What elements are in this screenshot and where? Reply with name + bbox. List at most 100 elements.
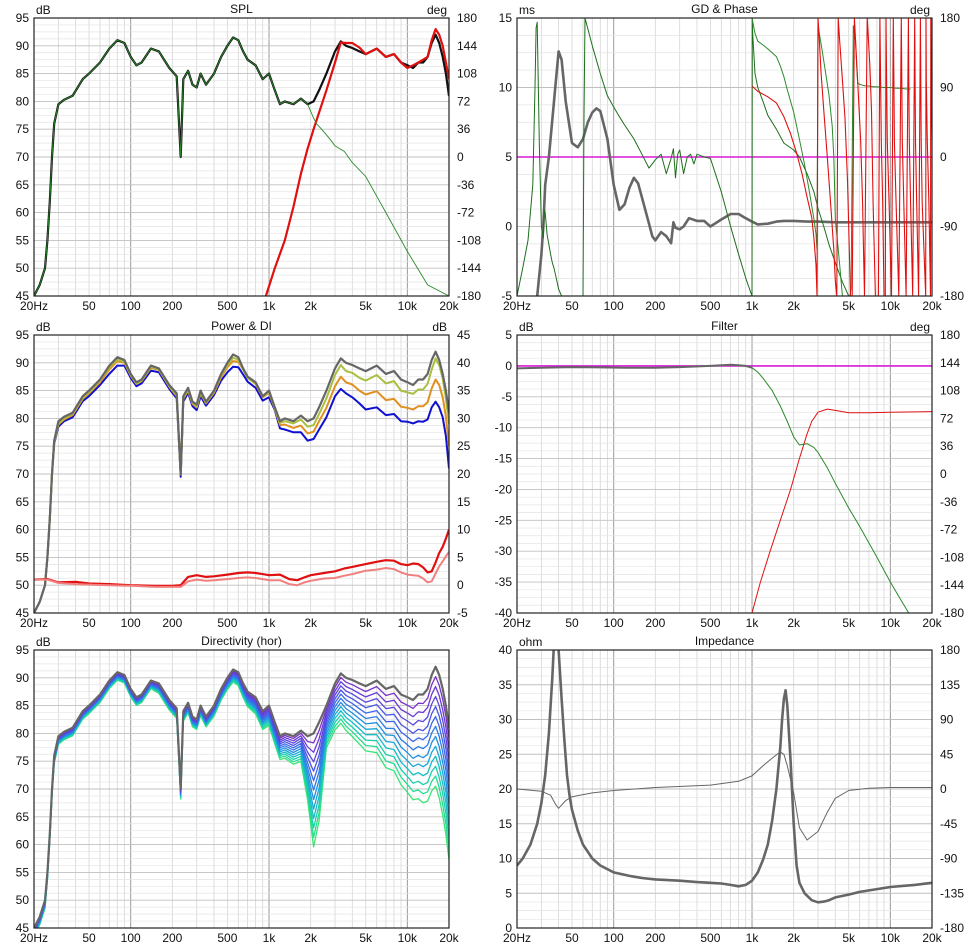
x-tick-label: 20k [922, 299, 942, 313]
y-tick-label-right: 20 [457, 467, 471, 481]
y-tick-label-right: -72 [940, 523, 958, 537]
y-tick-label-left: 5 [505, 328, 512, 342]
x-tick-label: 100 [121, 299, 141, 313]
x-tick-label: 1k [746, 616, 760, 630]
y-tick-label-right: -180 [457, 289, 481, 303]
x-tick-label: 1k [746, 931, 760, 945]
y-tick-label-right: -144 [457, 261, 481, 275]
y-tick-label-right: 144 [940, 356, 960, 370]
x-tick-label: 200 [645, 299, 665, 313]
directivity-curve-10 [36, 678, 449, 928]
x-tick-label: 1k [263, 616, 277, 630]
series-line-1 [517, 650, 932, 904]
chart-panel-2: 9590858075706560555045454035302520151050… [16, 319, 471, 630]
y-tick-label-left: 30 [499, 713, 513, 727]
x-tick-label: 200 [162, 616, 182, 630]
x-tick-label: 5k [842, 299, 856, 313]
y-tick-label-left: 60 [16, 206, 30, 220]
y-tick-label-right: 40 [457, 356, 471, 370]
x-tick-label: 500 [700, 931, 720, 945]
y-tick-label-left: 90 [16, 39, 30, 53]
x-tick-label: 200 [645, 931, 665, 945]
y-tick-label-right: 45 [940, 747, 954, 761]
x-tick-label: 1k [263, 931, 277, 945]
chart-title: SPL [230, 2, 253, 16]
y-tick-label-left: -5 [501, 289, 512, 303]
y-tick-label-left: 80 [16, 94, 30, 108]
y-tick-label-left: 50 [16, 261, 30, 275]
x-tick-label: 20Hz [503, 299, 531, 313]
y-tick-label-left: 95 [16, 328, 30, 342]
chart-title: GD & Phase [691, 2, 758, 16]
series-line-3 [751, 18, 911, 296]
y-tick-label-right: 72 [940, 411, 954, 425]
y-tick-label-right: 180 [940, 643, 960, 657]
x-tick-label: 20Hz [503, 931, 531, 945]
x-tick-label: 100 [604, 616, 624, 630]
y-tick-label-left: 0 [505, 220, 512, 234]
y-tick-label-left: 85 [16, 67, 30, 81]
y-tick-label-left: 50 [16, 893, 30, 907]
y-tick-label-right: -5 [457, 606, 468, 620]
y-tick-label-right: -90 [940, 852, 958, 866]
y-tick-label-right: -72 [457, 206, 475, 220]
y-tick-label-right: -108 [457, 233, 481, 247]
directivity-curve-2 [34, 670, 449, 928]
y-tick-label-left: 15 [499, 11, 513, 25]
y-tick-label-right: 0 [940, 467, 947, 481]
series-line-1 [264, 28, 449, 296]
y-tick-label-left: 75 [16, 122, 30, 136]
x-tick-label: 100 [121, 616, 141, 630]
y-tick-label-right: -144 [940, 578, 964, 592]
y-tick-label-left: -40 [495, 606, 513, 620]
y-unit-left: ms [519, 3, 535, 17]
x-tick-label: 2k [304, 616, 318, 630]
x-tick-label: 200 [162, 299, 182, 313]
directivity-curve-12 [37, 679, 449, 928]
y-tick-label-left: 10 [499, 81, 513, 95]
y-tick-label-right: 108 [940, 384, 960, 398]
x-tick-label: 20Hz [20, 299, 48, 313]
y-tick-label-left: -35 [495, 575, 513, 589]
x-tick-label: 5k [842, 931, 856, 945]
y-tick-label-right: 135 [940, 678, 960, 692]
plot-area [517, 650, 932, 904]
x-tick-label: 20Hz [20, 616, 48, 630]
y-tick-label-left: -10 [495, 421, 513, 435]
y-tick-label-left: 5 [505, 150, 512, 164]
y-tick-label-left: 65 [16, 810, 30, 824]
plot-area [517, 363, 932, 613]
plot-area [517, 18, 932, 296]
x-tick-label: 2k [787, 616, 801, 630]
plot-frame [516, 17, 933, 297]
y-unit-right: deg [910, 3, 930, 17]
x-tick-label: 200 [162, 931, 182, 945]
y-tick-label-left: 70 [16, 150, 30, 164]
y-tick-label-right: 30 [457, 411, 471, 425]
x-tick-label: 10k [398, 299, 418, 313]
y-tick-label-left: 50 [16, 578, 30, 592]
x-tick-label: 1k [746, 299, 760, 313]
y-tick-label-right: 10 [457, 523, 471, 537]
x-tick-label: 2k [787, 931, 801, 945]
x-tick-label: 5k [359, 931, 373, 945]
x-tick-label: 50 [565, 616, 579, 630]
y-tick-label-left: 85 [16, 384, 30, 398]
y-tick-label-right: 15 [457, 495, 471, 509]
series-line-3 [34, 350, 449, 613]
y-tick-label-left: 10 [499, 852, 513, 866]
y-tick-label-right: 0 [457, 150, 464, 164]
y-tick-label-right: -180 [940, 289, 964, 303]
x-tick-label: 50 [82, 299, 96, 313]
x-tick-label: 5k [359, 616, 373, 630]
x-tick-label: 5k [842, 616, 856, 630]
y-tick-label-left: 55 [16, 550, 30, 564]
y-unit-right: deg [910, 320, 930, 334]
y-tick-label-right: -135 [940, 886, 964, 900]
x-tick-label: 50 [565, 299, 579, 313]
x-tick-label: 5k [359, 299, 373, 313]
y-tick-label-right: 108 [457, 67, 477, 81]
